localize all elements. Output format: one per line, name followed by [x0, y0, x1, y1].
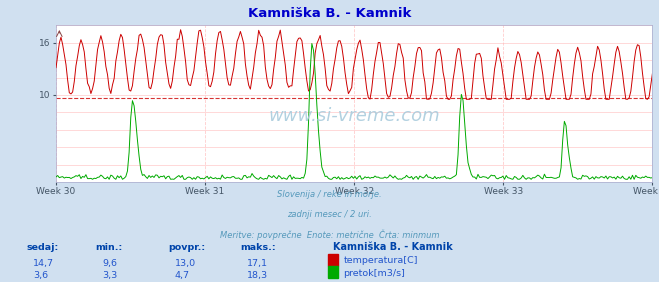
Text: maks.:: maks.: — [241, 243, 276, 252]
Text: pretok[m3/s]: pretok[m3/s] — [343, 268, 405, 277]
Text: Meritve: povprečne  Enote: metrične  Črta: minmum: Meritve: povprečne Enote: metrične Črta:… — [219, 230, 440, 240]
Text: sedaj:: sedaj: — [26, 243, 59, 252]
Text: 4,7: 4,7 — [175, 271, 190, 280]
Text: 9,6: 9,6 — [102, 259, 117, 268]
Text: 17,1: 17,1 — [247, 259, 268, 268]
Text: temperatura[C]: temperatura[C] — [343, 256, 418, 265]
Text: Kamniška B. - Kamnik: Kamniška B. - Kamnik — [248, 7, 411, 20]
Text: min.:: min.: — [96, 243, 123, 252]
Text: 3,6: 3,6 — [33, 271, 48, 280]
Text: zadnji mesec / 2 uri.: zadnji mesec / 2 uri. — [287, 210, 372, 219]
Text: 13,0: 13,0 — [175, 259, 196, 268]
Text: 18,3: 18,3 — [247, 271, 268, 280]
Text: www.si-vreme.com: www.si-vreme.com — [268, 107, 440, 125]
Text: Slovenija / reke in morje.: Slovenija / reke in morje. — [277, 190, 382, 199]
Text: 3,3: 3,3 — [102, 271, 117, 280]
Text: Kamniška B. - Kamnik: Kamniška B. - Kamnik — [333, 242, 453, 252]
Text: 14,7: 14,7 — [33, 259, 54, 268]
Text: povpr.:: povpr.: — [168, 243, 205, 252]
